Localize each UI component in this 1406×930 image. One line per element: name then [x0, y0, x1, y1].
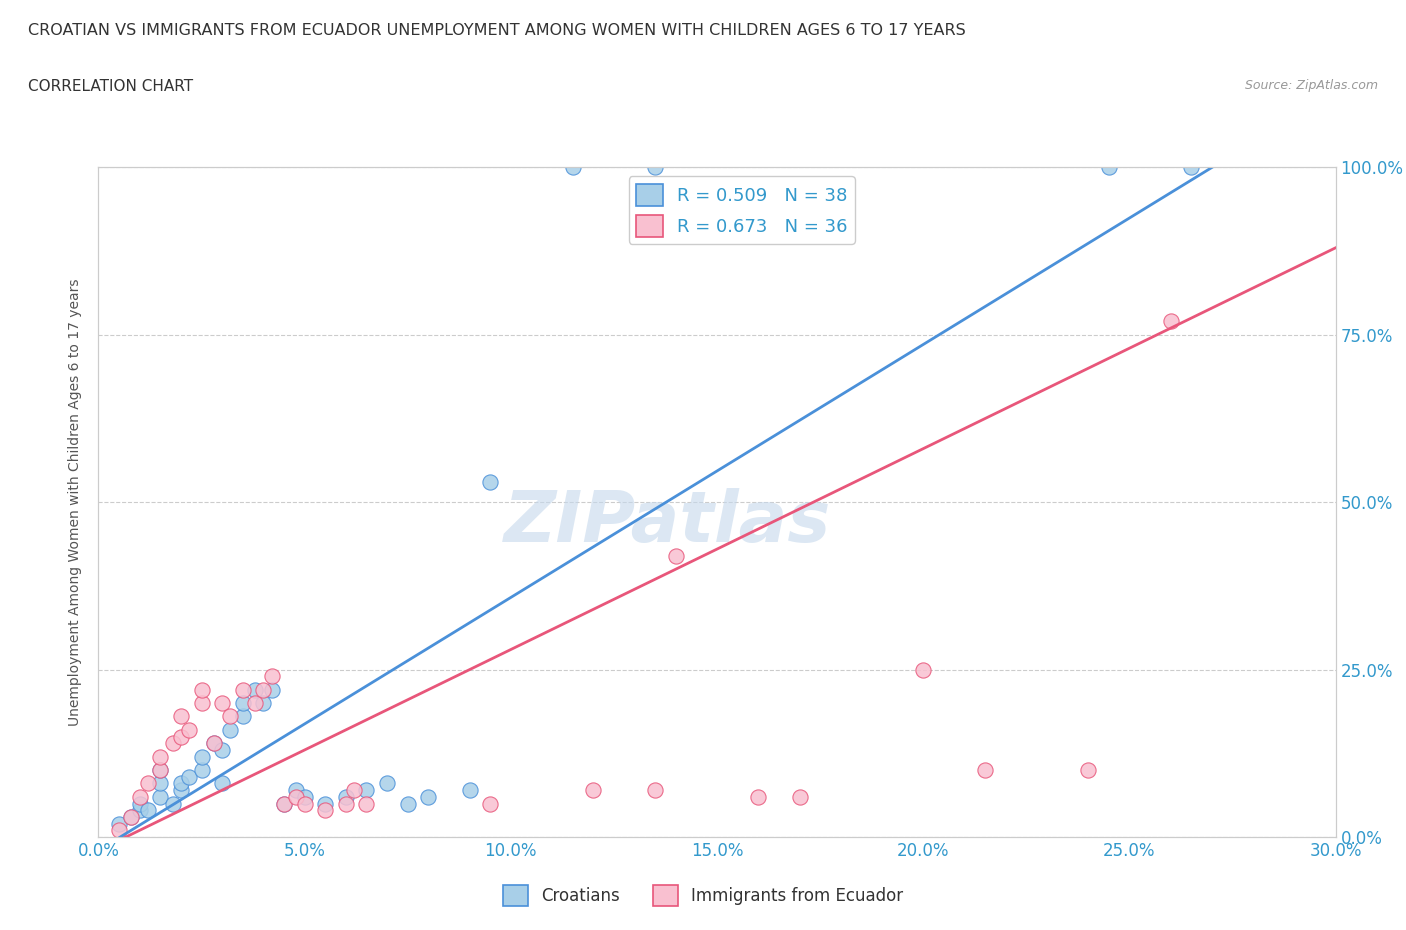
Point: [202, 736, 225, 751]
Point: [179, 723, 201, 737]
Point: [582, 783, 605, 798]
Point: [343, 783, 366, 798]
Point: [170, 729, 193, 744]
Point: [190, 683, 212, 698]
Point: [190, 763, 212, 777]
Point: [108, 817, 131, 831]
Point: [252, 696, 274, 711]
Point: [232, 683, 254, 698]
Point: [912, 662, 935, 677]
Point: [356, 783, 378, 798]
Point: [149, 790, 172, 804]
Point: [162, 736, 184, 751]
Point: [458, 783, 481, 798]
Text: ZIPatlas: ZIPatlas: [503, 488, 831, 557]
Point: [170, 783, 193, 798]
Point: [1180, 160, 1202, 175]
Point: [1160, 314, 1182, 329]
Point: [149, 750, 172, 764]
Point: [128, 796, 150, 811]
Point: [149, 763, 172, 777]
Point: [747, 790, 769, 804]
Point: [243, 696, 266, 711]
Text: CORRELATION CHART: CORRELATION CHART: [28, 79, 193, 94]
Point: [260, 683, 283, 698]
Point: [128, 803, 150, 817]
Point: [149, 776, 172, 790]
Point: [418, 790, 440, 804]
Point: [219, 709, 242, 724]
Point: [243, 683, 266, 698]
Point: [219, 723, 242, 737]
Point: [665, 549, 688, 564]
Point: [1077, 763, 1099, 777]
Point: [561, 160, 583, 175]
Point: [232, 696, 254, 711]
Point: [170, 709, 193, 724]
Point: [108, 823, 131, 838]
Point: [1098, 160, 1121, 175]
Point: [273, 796, 295, 811]
Legend: Croatians, Immigrants from Ecuador: Croatians, Immigrants from Ecuador: [496, 879, 910, 912]
Point: [273, 796, 295, 811]
Point: [260, 669, 283, 684]
Point: [211, 696, 233, 711]
Point: [335, 790, 357, 804]
Point: [356, 796, 378, 811]
Text: Source: ZipAtlas.com: Source: ZipAtlas.com: [1244, 79, 1378, 92]
Legend: R = 0.509   N = 38, R = 0.673   N = 36: R = 0.509 N = 38, R = 0.673 N = 36: [628, 177, 855, 244]
Point: [202, 736, 225, 751]
Point: [190, 750, 212, 764]
Point: [232, 709, 254, 724]
Point: [789, 790, 811, 804]
Point: [190, 696, 212, 711]
Point: [120, 809, 142, 824]
Point: [252, 683, 274, 698]
Point: [314, 803, 336, 817]
Point: [314, 796, 336, 811]
Point: [335, 796, 357, 811]
Point: [285, 783, 308, 798]
Point: [644, 160, 666, 175]
Point: [128, 790, 150, 804]
Point: [396, 796, 419, 811]
Point: [479, 796, 502, 811]
Point: [294, 790, 316, 804]
Point: [162, 796, 184, 811]
Point: [294, 796, 316, 811]
Point: [375, 776, 398, 790]
Point: [285, 790, 308, 804]
Point: [170, 776, 193, 790]
Point: [211, 776, 233, 790]
Point: [136, 776, 159, 790]
Point: [136, 803, 159, 817]
Point: [644, 783, 666, 798]
Point: [149, 763, 172, 777]
Point: [479, 474, 502, 489]
Point: [211, 742, 233, 757]
Point: [120, 809, 142, 824]
Text: CROATIAN VS IMMIGRANTS FROM ECUADOR UNEMPLOYMENT AMONG WOMEN WITH CHILDREN AGES : CROATIAN VS IMMIGRANTS FROM ECUADOR UNEM…: [28, 23, 966, 38]
Point: [974, 763, 997, 777]
Y-axis label: Unemployment Among Women with Children Ages 6 to 17 years: Unemployment Among Women with Children A…: [69, 278, 83, 726]
Point: [179, 769, 201, 784]
